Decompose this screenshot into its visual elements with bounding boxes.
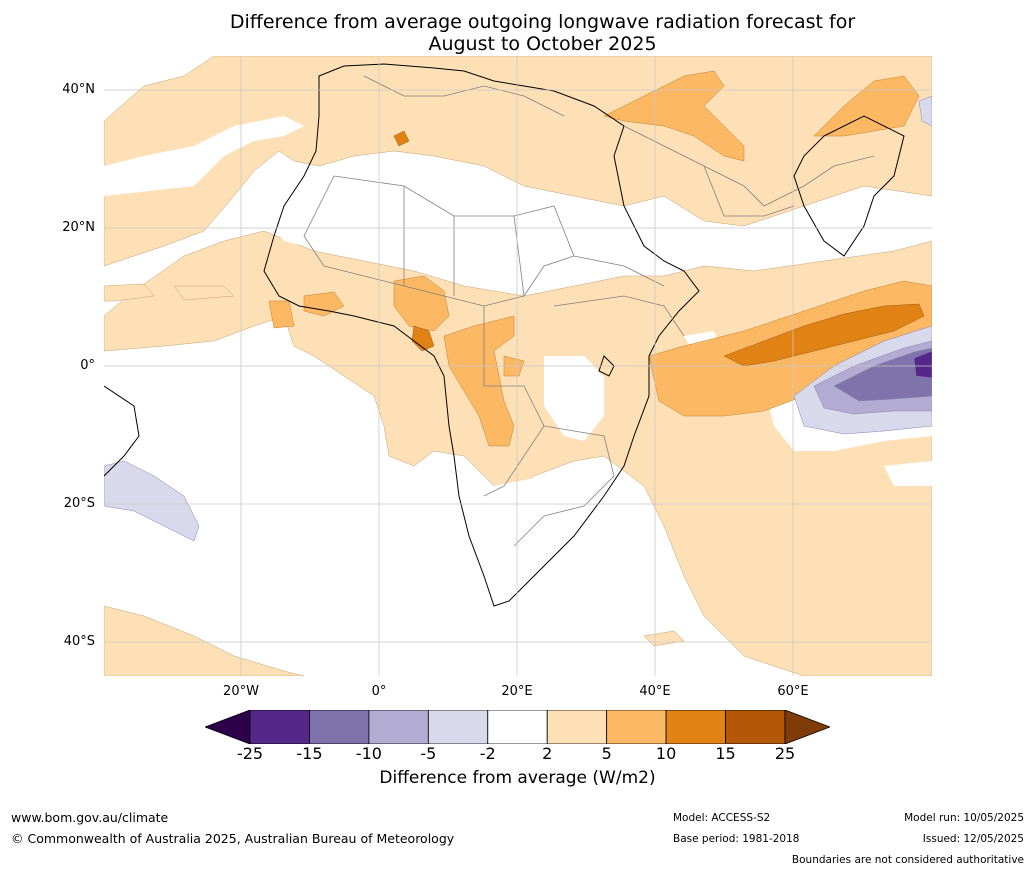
- anomaly-field-violet: [104, 95, 932, 542]
- colorbar-segment: [725, 710, 786, 744]
- colorbar-segment: [427, 710, 489, 744]
- lon-label-20w: 20°W: [223, 684, 259, 699]
- coastlines: [104, 63, 905, 607]
- colorbar-segment: [368, 710, 429, 744]
- footer-model: Model: ACCESS-S2: [673, 812, 771, 824]
- colorbar-tick-label: 15: [715, 744, 736, 763]
- footer-website: www.bom.gov.au/climate: [11, 810, 169, 825]
- colorbar-segment: [546, 710, 608, 744]
- graticule: [104, 56, 932, 676]
- colorbar-tick-label: 10: [655, 744, 677, 763]
- map-title-line-1: Difference from average outgoing longwav…: [229, 11, 856, 33]
- colorbar-tick-label: -15: [296, 744, 323, 763]
- colorbar-segment: [249, 710, 310, 744]
- footer-copyright: © Commonwealth of Australia 2025, Austra…: [11, 831, 455, 846]
- colorbar-under-arrow: [205, 710, 251, 744]
- colorbar-tick-label: -25: [236, 744, 264, 763]
- footer-model-run: Model run: 10/05/2025: [904, 812, 1024, 824]
- colorbar-tick-label: -2: [479, 744, 496, 763]
- lon-label-40e: 40°E: [639, 684, 671, 699]
- colorbar-tick-label: 2: [542, 744, 553, 763]
- anomaly-field-dark-orange: [393, 130, 925, 367]
- lat-label-20n: 20°N: [62, 220, 95, 235]
- colorbar-tick-label: 5: [601, 744, 612, 763]
- footer-issued: Issued: 12/05/2025: [922, 833, 1024, 845]
- colorbar-segment: [606, 710, 667, 744]
- colorbar-segment: [665, 710, 726, 744]
- colorbar-over-arrow: [784, 710, 830, 744]
- anomaly-map: [104, 56, 932, 676]
- lon-label-0: 0°: [371, 684, 387, 699]
- map-title-line-2: August to October 2025: [428, 33, 657, 55]
- lat-label-20s: 20°S: [63, 496, 95, 511]
- colorbar-label: Difference from average (W/m2): [379, 768, 656, 788]
- colorbar-tick-label: -5: [420, 744, 437, 763]
- colorbar: [205, 710, 830, 744]
- country-borders: [303, 75, 875, 547]
- colorbar-tick-label: -10: [355, 744, 382, 763]
- lat-label-equator: 0°: [80, 358, 95, 373]
- lat-label-40n: 40°N: [62, 82, 95, 97]
- colorbar-segment: [487, 710, 548, 744]
- lat-label-40s: 40°S: [63, 634, 95, 649]
- colorbar-tick-label: 25: [774, 744, 796, 763]
- footer-disclaimer: Boundaries are not considered authoritat…: [791, 854, 1024, 866]
- lon-label-20e: 20°E: [501, 684, 533, 699]
- lon-label-60e: 60°E: [777, 684, 809, 699]
- footer-base-period: Base period: 1981-2018: [673, 833, 800, 845]
- colorbar-segment: [309, 710, 370, 744]
